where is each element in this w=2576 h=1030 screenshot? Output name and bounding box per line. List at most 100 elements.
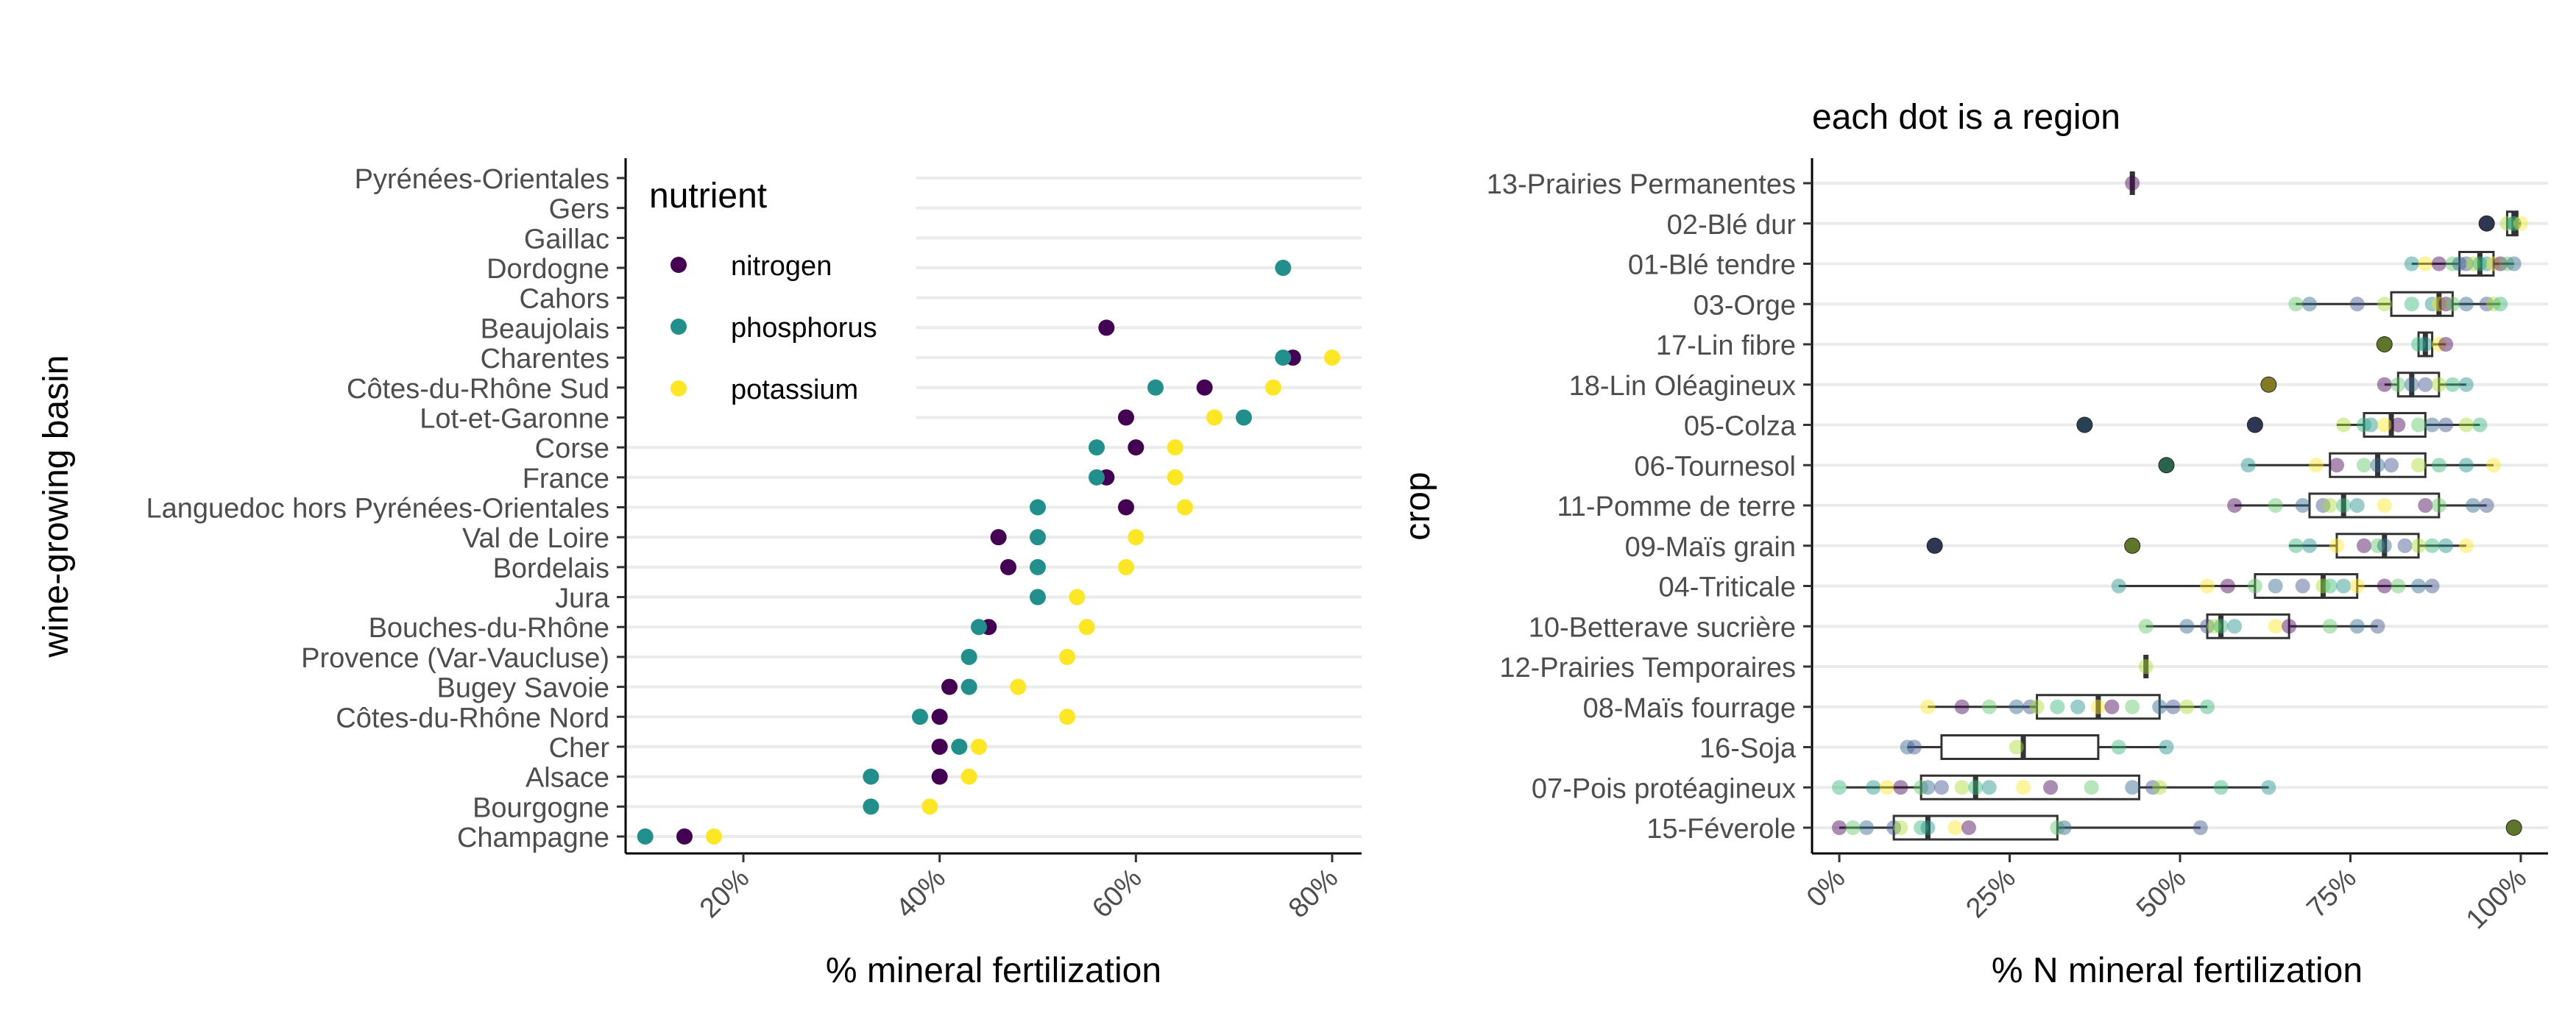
point-phosphorus (971, 619, 987, 636)
region-point (2125, 780, 2140, 795)
box-iqr (2308, 492, 2441, 519)
region-point (2506, 216, 2522, 231)
point-nitrogen (676, 828, 693, 845)
right-y-tick-label: 17-Lin fibre (1656, 330, 1796, 361)
region-point (2165, 699, 2181, 714)
right-x-tick-label: 25% (1960, 863, 2021, 924)
left-y-tick-label: Champagne (457, 823, 609, 853)
right-y-tick-label: 13-Prairies Permanentes (1487, 169, 1796, 200)
point-phosphorus (960, 678, 977, 695)
right-x-ticks: 0% 25% 50% 75% 100% (1801, 853, 2533, 935)
region-point (2309, 458, 2324, 473)
region-point (2125, 538, 2140, 553)
point-potassium (1128, 529, 1144, 546)
region-point (2458, 256, 2474, 271)
box-iqr (2363, 412, 2427, 438)
region-point (2220, 578, 2235, 594)
region-point (2050, 699, 2065, 714)
region-point (2200, 699, 2215, 714)
region-point (2056, 820, 2072, 835)
region-point (2200, 578, 2215, 594)
region-point (2377, 377, 2392, 392)
box-outlier (2158, 457, 2175, 474)
region-point (1981, 699, 1997, 714)
region-point (2159, 739, 2174, 755)
point-potassium (1078, 619, 1095, 636)
legend-items: nitrogen phosphorus potassium (670, 251, 877, 405)
region-point (2466, 256, 2481, 271)
point-potassium (1167, 469, 1183, 486)
right-x-tick-label: 100% (2460, 863, 2533, 935)
region-point (2411, 578, 2427, 594)
right-y-tick-label: 11-Pomme de terre (1557, 491, 1796, 522)
region-point (2445, 377, 2460, 392)
right-x-tick-label: 50% (2131, 863, 2192, 924)
point-phosphorus (1236, 409, 1252, 426)
region-point (2336, 578, 2352, 594)
region-point (2438, 538, 2454, 553)
region-point (2377, 296, 2392, 312)
region-point (2377, 578, 2392, 594)
region-point (2145, 780, 2160, 795)
right-y-axis-title: crop (1398, 472, 1437, 540)
left-y-tick-label: Pyrénées-Orientales (355, 164, 609, 195)
region-point (2418, 498, 2433, 513)
point-phosphorus (1089, 469, 1105, 486)
region-point (2016, 780, 2031, 795)
left-points (637, 260, 1340, 845)
left-x-ticks: 20% 40% 60% 80% (694, 853, 1344, 924)
left-y-tick-label: Alsace (526, 763, 609, 794)
region-point (2240, 458, 2256, 473)
point-potassium (1010, 678, 1027, 695)
region-point (2506, 216, 2522, 231)
region-point (2288, 538, 2304, 553)
box-iqr (2335, 533, 2420, 559)
region-point (1968, 780, 1984, 795)
region-point (2370, 619, 2385, 634)
region-point (2397, 538, 2413, 553)
right-points (1832, 176, 2528, 835)
region-point (2479, 498, 2494, 513)
legend-key-nitrogen (670, 257, 687, 273)
box-outlier (2505, 820, 2522, 836)
point-phosphorus (1030, 558, 1046, 575)
left-y-tick-label: Jura (555, 583, 610, 614)
region-point (2104, 699, 2120, 714)
region-point (1947, 820, 1963, 835)
region-point (2391, 417, 2406, 433)
point-potassium (1324, 349, 1340, 366)
region-point (2438, 417, 2454, 433)
region-point (2363, 417, 2379, 433)
left-y-tick-label: Bourgogne (473, 792, 609, 823)
point-phosphorus (1030, 529, 1046, 546)
left-x-tick-label: 40% (891, 863, 952, 924)
point-nitrogen (1128, 439, 1144, 456)
region-point (2493, 296, 2508, 312)
region-point (2322, 498, 2338, 513)
region-point (1954, 699, 1970, 714)
region-point (2431, 337, 2446, 352)
left-y-tick-label: Bordelais (493, 553, 609, 584)
legend-label-potassium: potassium (731, 374, 858, 405)
legend-key-phosphorus (670, 319, 687, 335)
point-phosphorus (1030, 499, 1046, 516)
region-point (2431, 256, 2446, 271)
region-point (2207, 619, 2222, 634)
box-iqr (1940, 734, 2100, 760)
region-point (2315, 578, 2331, 594)
region-point (2125, 699, 2140, 714)
region-point (2268, 498, 2283, 513)
left-y-tick-label: Gers (549, 194, 609, 225)
box-outlier (2260, 376, 2277, 393)
region-point (1920, 699, 1936, 714)
point-phosphorus (960, 648, 977, 665)
left-y-tick-label: Dordogne (486, 254, 609, 285)
region-point (2295, 578, 2310, 594)
point-potassium (971, 738, 987, 755)
right-boxplots (1839, 171, 2522, 841)
region-point (2499, 216, 2515, 231)
region-point (2466, 498, 2481, 513)
right-y-tick-label: 08-Maïs fourrage (1583, 693, 1796, 724)
region-point (2506, 256, 2522, 271)
region-point (2193, 820, 2208, 835)
